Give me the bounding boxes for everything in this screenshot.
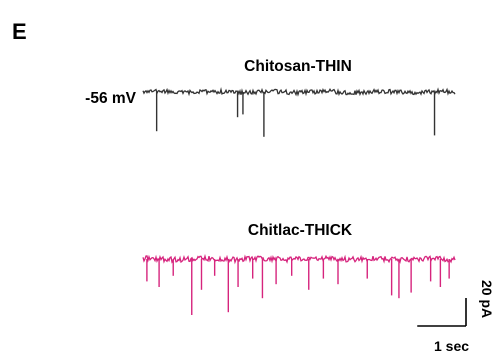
trace-baseline <box>142 87 456 97</box>
panel-label: E <box>12 19 27 44</box>
trace-title-chitosan-thin: Chitosan-THIN <box>244 58 352 75</box>
holding-potential-label: -56 mV <box>85 90 136 107</box>
scale-bar-current-label: 20 pA <box>479 280 494 318</box>
trace-title-chitlac-thick: Chitlac-THICK <box>248 222 353 239</box>
scale-bar-time-label: 1 sec <box>434 338 469 354</box>
trace-panel-chitlac-thick: Chitlac-THICK <box>142 222 456 315</box>
trace-chitlac-thick <box>142 253 456 315</box>
trace-chitosan-thin <box>142 87 456 137</box>
trace-panel-chitosan-thin: Chitosan-THIN -56 mV <box>85 58 456 137</box>
trace-baseline <box>142 253 456 265</box>
scale-bar: 20 pA 1 sec <box>417 280 494 354</box>
